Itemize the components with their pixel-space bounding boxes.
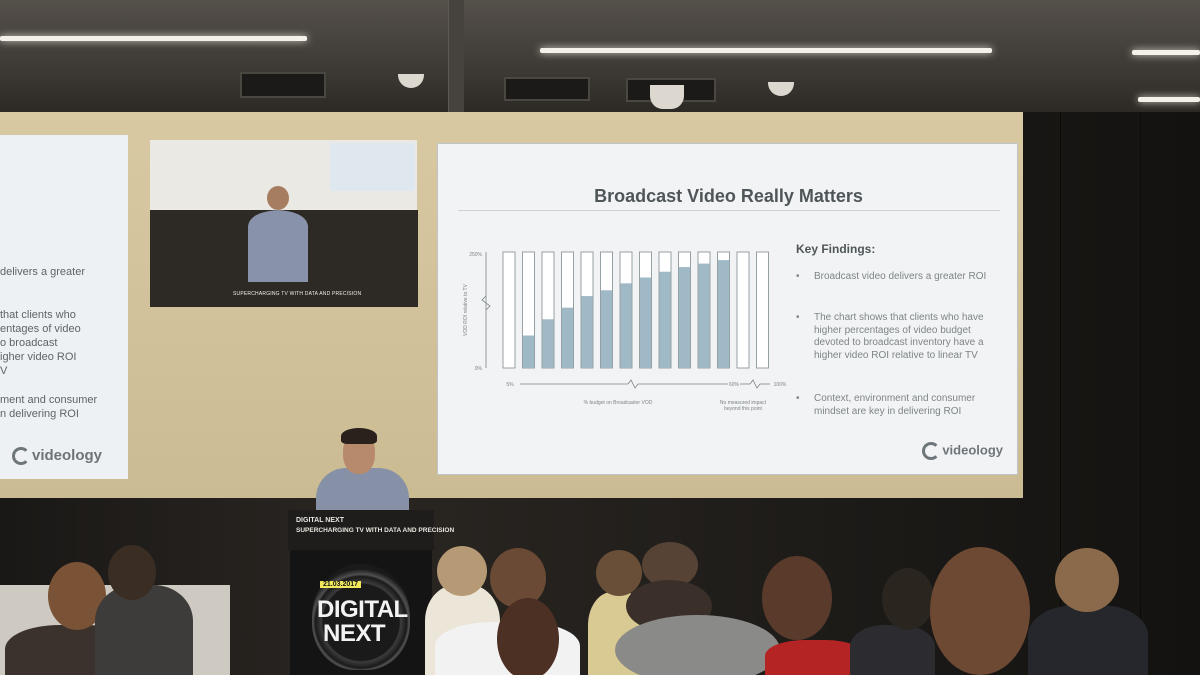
slide-text: delivers a greater — [0, 266, 85, 278]
videology-swirl-icon — [12, 447, 30, 465]
wall-panel-seam — [1140, 112, 1141, 675]
audience-head — [108, 545, 156, 600]
key-findings-heading: Key Findings: — [796, 242, 876, 256]
title-divider — [458, 210, 1000, 211]
podium-sign — [288, 510, 434, 550]
speaker-hair — [341, 428, 377, 444]
bar-fill — [659, 271, 671, 368]
audience-head — [490, 548, 546, 608]
axis-break-icon — [749, 379, 761, 389]
projector — [650, 85, 684, 109]
ceiling-light — [540, 48, 992, 53]
y-tick-label: 0% — [475, 366, 483, 372]
axis-break-icon — [627, 379, 639, 389]
ceiling — [0, 0, 1200, 112]
audience-head — [930, 547, 1030, 675]
bar-outline — [502, 251, 516, 369]
slide-text: igher video ROI — [0, 351, 77, 363]
key-finding: • Broadcast video delivers a greater ROI — [796, 271, 987, 282]
bar-outline — [736, 251, 750, 369]
roi-bar-chart: 250% 0% VOD ROI relative to TV 5% 60% 100% % b… — [463, 251, 787, 412]
bar-fill — [640, 277, 651, 368]
videology-logo: videology — [922, 442, 1003, 460]
audience-head — [615, 615, 780, 675]
videology-logo: videology — [12, 447, 102, 465]
podium-date: 21.03.2017 — [320, 581, 362, 588]
podium-logo-word: NEXT — [323, 620, 386, 647]
slide-text: V — [0, 365, 8, 377]
ceiling-beam — [448, 0, 464, 118]
audience-member — [95, 585, 193, 675]
y-axis-label: VOD ROI relative to TV — [463, 283, 469, 336]
audience-head — [1055, 548, 1119, 612]
bar-fill — [620, 283, 632, 368]
bar-fill — [601, 290, 612, 368]
audience-head — [882, 568, 934, 630]
security-camera — [768, 82, 794, 96]
x-tick-label: 60% — [729, 382, 740, 388]
slide-text: entages of video — [0, 323, 81, 335]
chart-annotation: No measured impact beyond this point — [720, 400, 767, 412]
slide-text: n delivering ROI — [0, 408, 79, 420]
wall-panel-seam — [1060, 112, 1061, 675]
audience-member — [850, 625, 935, 675]
x-tick-label: 100% — [774, 382, 787, 388]
videology-swirl-icon — [922, 442, 941, 460]
bar-fill — [562, 307, 573, 368]
ceiling-vent — [504, 77, 590, 101]
main-slide: Broadcast Video Really Matters 250% 0% VOD… — [437, 143, 1018, 475]
feed-speaker — [248, 186, 308, 282]
bar-fill — [523, 335, 534, 368]
podium-logo-word: DIGITAL — [317, 596, 408, 623]
ceiling-light — [1132, 50, 1200, 55]
axis-break-icon — [481, 295, 491, 311]
bar-fill — [679, 267, 690, 368]
security-camera — [398, 74, 424, 88]
key-finding: • The chart shows that clients who have h… — [796, 312, 984, 361]
bar-outline — [756, 251, 769, 369]
speaker-body — [316, 468, 409, 518]
bar-fill — [542, 319, 554, 368]
bar-fill — [581, 296, 593, 368]
bar-fill — [698, 263, 710, 368]
ceiling-vent — [240, 72, 326, 98]
key-finding: • Context, environment and consumer minds… — [796, 393, 976, 417]
x-axis-label: % budget on Broadcaster VOD — [584, 400, 653, 406]
podium-tagline: SUPERCHARGING TV WITH DATA AND PRECISION — [296, 527, 455, 534]
ceiling-light — [1138, 97, 1200, 102]
feed-caption: SUPERCHARGING TV WITH DATA AND PRECISION — [233, 291, 362, 297]
audience-head — [437, 546, 487, 596]
audience-head — [497, 598, 559, 675]
audience-member — [1028, 605, 1148, 675]
audience-member — [765, 640, 865, 675]
slide-title: Broadcast Video Really Matters — [594, 186, 863, 206]
left-slide: delivers a greater that clients who enta… — [0, 135, 128, 479]
podium-event-name: DIGITAL NEXT — [296, 517, 344, 524]
audience-head — [762, 556, 832, 640]
y-tick-label: 250% — [469, 252, 482, 258]
x-tick-label: 5% — [506, 382, 514, 388]
slide-text: that clients who — [0, 309, 76, 321]
slide-text: ment and consumer — [0, 394, 98, 406]
slide-text: o broadcast — [0, 337, 58, 349]
bar-fill — [718, 260, 729, 368]
ceiling-light — [0, 36, 307, 41]
audience-head — [596, 550, 642, 596]
